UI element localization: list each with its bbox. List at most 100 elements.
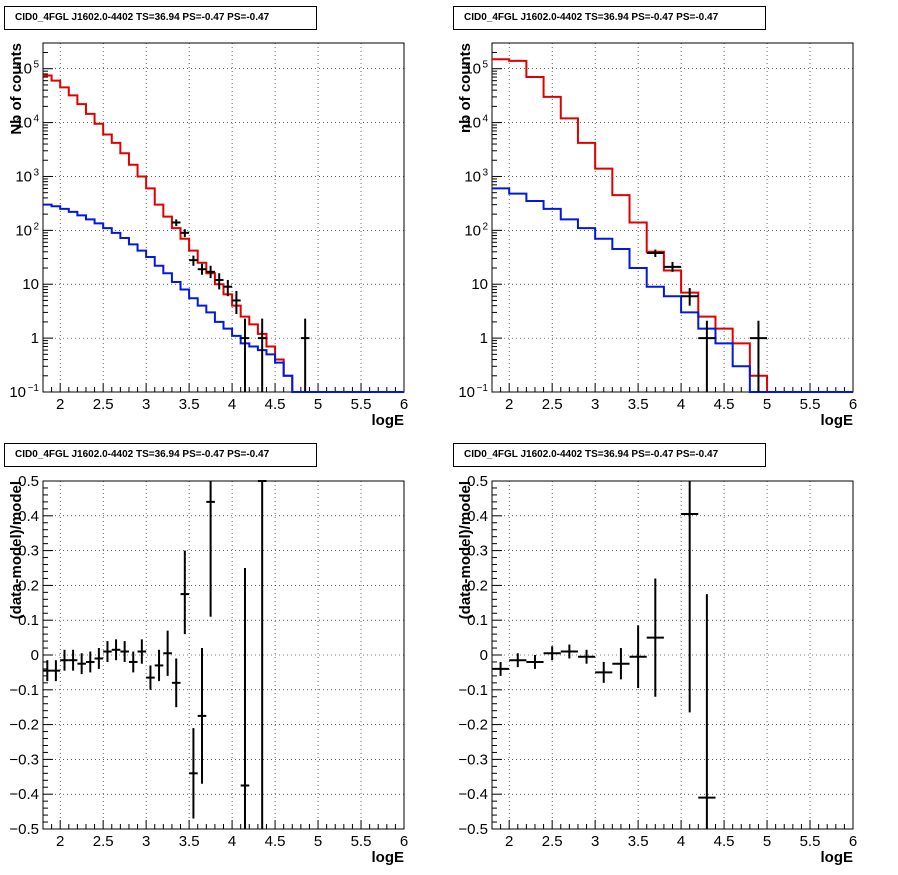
plot-frame	[42, 42, 405, 393]
y-tick-label: −0.4	[9, 786, 39, 803]
x-tick-label: 5	[314, 833, 322, 850]
y-tick-label: 10	[15, 222, 32, 239]
x-tick-label: 4.5	[265, 833, 286, 850]
x-axis-label: logE	[372, 849, 405, 866]
x-tick-label: 2	[505, 833, 513, 850]
x-tick-label: 3	[142, 833, 150, 850]
histogram-line	[43, 74, 404, 393]
data-point	[232, 290, 241, 315]
x-tick-label: 3	[591, 833, 599, 850]
data-point	[214, 273, 224, 290]
data-point	[595, 661, 613, 683]
y-tick-exponent: 4	[33, 114, 39, 125]
series-2	[646, 249, 768, 392]
y-tick-exponent: 5	[482, 60, 488, 71]
y-tick-label: 10	[458, 384, 475, 401]
data-point	[300, 318, 310, 392]
data-point	[257, 480, 267, 829]
y-tick-label: 10	[15, 61, 32, 78]
data-point	[240, 568, 250, 829]
y-tick-label: −0.1	[458, 682, 488, 699]
y-tick-label: 10	[464, 115, 481, 132]
data-point	[94, 648, 104, 669]
data-point	[51, 660, 61, 682]
x-tick-label: 6	[400, 833, 408, 850]
histogram-line	[492, 58, 853, 393]
data-point	[492, 661, 510, 676]
data-point	[197, 263, 207, 275]
y-tick-exponent: −1	[477, 383, 489, 394]
x-tick-label: 5.5	[351, 396, 372, 413]
plot-frame	[42, 480, 405, 830]
x-tick-label: 4	[228, 833, 236, 850]
x-tick-label: 2.5	[542, 396, 563, 413]
x-tick-label: 6	[849, 833, 857, 850]
y-tick-label: 0.2	[18, 577, 39, 594]
x-axis-label: logE	[821, 412, 854, 429]
series-0	[43, 74, 404, 393]
x-tick-label: 4.5	[714, 833, 735, 850]
plot-frame	[491, 480, 854, 830]
chart-title-top-right: CID0_4FGL J1602.0-4402 TS=36.94 PS=-0.47…	[453, 6, 766, 30]
grid	[492, 43, 854, 393]
data-point	[526, 655, 544, 669]
y-tick-label: −0.2	[458, 717, 488, 734]
data-point	[171, 219, 181, 227]
x-tick-label: 3.5	[628, 396, 649, 413]
series-0	[492, 58, 853, 393]
x-tick-label: 5.5	[800, 833, 821, 850]
x-tick-label: 3.5	[628, 833, 649, 850]
y-tick-exponent: 3	[482, 167, 488, 178]
data-point	[560, 644, 578, 659]
plot-frame	[491, 42, 854, 393]
data-point	[681, 288, 699, 306]
x-tick-label: 6	[400, 396, 408, 413]
data-point	[171, 658, 181, 708]
series-1	[492, 187, 853, 393]
series-0	[43, 480, 267, 829]
y-tick-label: 0.4	[467, 508, 488, 525]
data-point	[240, 318, 250, 392]
y-tick-label: 0.5	[18, 473, 39, 490]
y-tick-label: 1	[480, 330, 488, 347]
x-tick-label: 2.5	[93, 396, 114, 413]
y-tick-label: −0.5	[458, 821, 488, 838]
data-point	[120, 641, 129, 662]
x-tick-label: 2.5	[542, 833, 563, 850]
y-axis-label: (data-model)/model	[457, 481, 474, 619]
y-tick-label: 0.1	[467, 612, 488, 629]
x-tick-label: 3	[142, 396, 150, 413]
chart-title-bottom-left: CID0_4FGL J1602.0-4402 TS=36.94 PS=-0.47…	[4, 443, 317, 467]
y-tick-label: 10	[464, 61, 481, 78]
data-point	[681, 481, 699, 713]
x-tick-label: 5	[763, 396, 771, 413]
data-point	[197, 648, 207, 784]
data-point	[577, 649, 596, 664]
y-tick-label: 1	[31, 330, 39, 347]
x-tick-label: 6	[849, 396, 857, 413]
y-tick-exponent: 4	[482, 114, 488, 125]
data-point	[111, 639, 121, 661]
data-point	[163, 630, 172, 676]
grid	[43, 480, 405, 830]
x-tick-label: 5.5	[351, 833, 372, 850]
x-axis-label: logE	[821, 849, 854, 866]
y-axis-label: nb of counts	[457, 43, 474, 133]
histogram-line	[43, 203, 404, 393]
x-tick-label: 4	[677, 833, 685, 850]
y-axis-label: (data-model)/model	[8, 481, 25, 619]
x-tick-label: 2	[505, 396, 513, 413]
y-tick-label: 0.4	[18, 508, 39, 525]
y-tick-label: −0.1	[9, 682, 39, 699]
x-tick-label: 4.5	[265, 396, 286, 413]
y-tick-label: −0.4	[458, 786, 488, 803]
x-tick-label: 5.5	[800, 396, 821, 413]
y-tick-label: 0.3	[18, 543, 39, 560]
x-tick-label: 4	[228, 396, 236, 413]
x-axis-label: logE	[372, 412, 405, 429]
data-point	[663, 261, 682, 272]
